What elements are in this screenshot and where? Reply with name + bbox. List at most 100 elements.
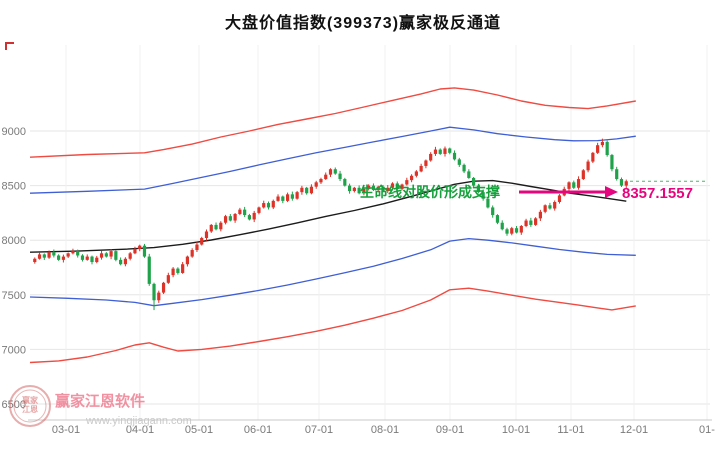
candle-body xyxy=(114,251,118,260)
channel-bands-layer xyxy=(29,87,636,364)
candle-body xyxy=(37,254,42,259)
candle-body xyxy=(615,169,619,180)
seal-outer-circle xyxy=(9,385,51,427)
candle-body xyxy=(414,171,418,176)
lifeline-band-line xyxy=(29,179,627,253)
candle-body xyxy=(491,207,495,216)
candle-body xyxy=(529,220,533,225)
candle-body xyxy=(347,185,352,192)
candle-body xyxy=(591,152,595,162)
candle-body xyxy=(152,283,156,301)
watermark-url: www.yingjiagann.com xyxy=(85,415,192,427)
candle-body xyxy=(510,228,514,234)
upper_blue-band-line xyxy=(29,126,636,194)
candle-body xyxy=(405,180,409,185)
candle-body xyxy=(429,153,433,161)
y-tick-label: 8500 xyxy=(2,181,26,193)
candle-body xyxy=(300,187,304,193)
candle-body xyxy=(109,251,113,257)
candle-body xyxy=(295,192,299,199)
x-tick-label: 04-01 xyxy=(126,424,154,436)
candle-body xyxy=(147,256,151,284)
candle-body xyxy=(467,171,471,178)
candle-body xyxy=(71,251,75,254)
x-tick-label: 11-01 xyxy=(557,424,584,436)
candle-body xyxy=(324,174,328,180)
candle-body xyxy=(448,148,452,153)
candle-body xyxy=(257,207,261,213)
candle-body xyxy=(214,224,218,230)
candle-body xyxy=(61,256,65,260)
candle-body xyxy=(581,170,585,180)
candle-body xyxy=(223,216,228,223)
candle-body xyxy=(123,258,127,265)
support-annotation: 生命线对股价形成支撑 xyxy=(360,184,500,200)
candle-body xyxy=(376,186,380,190)
candle-body xyxy=(543,205,547,212)
candle-body xyxy=(238,209,242,214)
watermark: 赢家 江恩 赢家江恩软件 www.yingjiagann.com xyxy=(9,385,192,427)
candle-body xyxy=(247,215,252,220)
candle-body xyxy=(90,256,94,263)
watermark-brand: 赢家江恩软件 xyxy=(55,392,145,410)
candle-body xyxy=(209,224,213,232)
candle-body xyxy=(119,259,123,265)
x-tick-label: 10-01 xyxy=(502,424,530,436)
seal-text-top: 赢家 xyxy=(22,395,39,405)
candle-body xyxy=(266,203,271,208)
candle-body xyxy=(343,179,347,186)
candle-body xyxy=(381,186,385,192)
lower_red-band-line xyxy=(29,287,636,364)
candle-body xyxy=(80,255,85,260)
y-tick-label: 8000 xyxy=(2,235,26,247)
candle-body xyxy=(619,179,624,186)
candle-body xyxy=(157,292,161,301)
candle-body xyxy=(519,226,523,233)
candle-body xyxy=(610,155,614,170)
candle-body xyxy=(438,149,442,154)
y-tick-label: 7500 xyxy=(2,290,26,302)
candle-body xyxy=(338,173,342,180)
x-tick-label: 08-01 xyxy=(371,424,399,436)
candle-body xyxy=(319,179,323,183)
candle-body xyxy=(362,188,366,194)
candle-body xyxy=(271,200,275,208)
candle-body xyxy=(133,248,137,254)
candle-body xyxy=(534,218,538,225)
candle-body xyxy=(419,165,423,172)
candle-body xyxy=(395,183,399,189)
candle-body xyxy=(171,268,175,276)
candle-body xyxy=(390,183,395,188)
candle-body xyxy=(219,222,223,230)
candle-body xyxy=(47,252,51,258)
y-tick-label: 7000 xyxy=(2,344,26,356)
y-tick-label: 9000 xyxy=(2,126,26,138)
overlay-layer: 生命线对股价形成支撑 8357.1557 赢家 江恩 赢家江恩软件 www.yi… xyxy=(5,42,706,427)
corner-mark-icon xyxy=(5,42,14,50)
candle-body xyxy=(386,187,390,192)
price-callout: 8357.1557 xyxy=(622,185,693,202)
candle-body xyxy=(524,220,528,227)
candle-body xyxy=(514,228,519,233)
candle-body xyxy=(190,250,194,257)
candle-body xyxy=(452,152,457,160)
candle-body xyxy=(424,160,428,166)
candle-body xyxy=(505,229,509,234)
candle-body xyxy=(443,148,447,154)
candle-body xyxy=(76,251,80,256)
candle-body xyxy=(352,187,356,192)
candle-body xyxy=(66,253,70,257)
x-tick-label: 09-01 xyxy=(436,424,464,436)
seal-inner-circle xyxy=(13,389,47,423)
candles-layer xyxy=(33,138,628,311)
x-tick-label: 06-01 xyxy=(244,424,272,436)
candle-body xyxy=(262,203,266,208)
lower_blue-band-line xyxy=(29,237,636,307)
candle-body xyxy=(181,264,185,273)
candle-body xyxy=(400,184,404,189)
candle-body xyxy=(495,215,500,223)
candle-body xyxy=(410,175,414,181)
